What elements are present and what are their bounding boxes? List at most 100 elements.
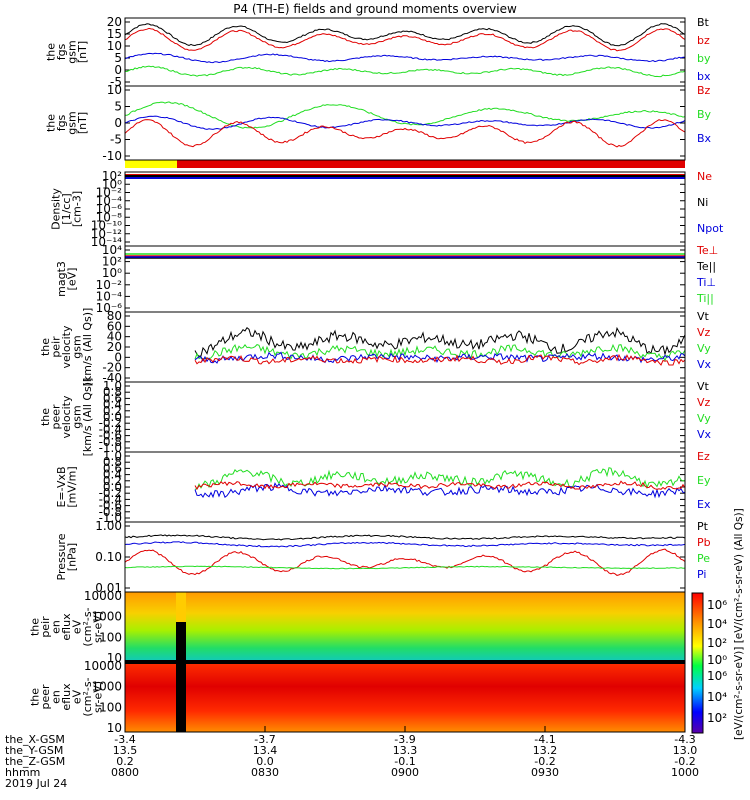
panel-ylabel: [km/s (All Qs)] (81, 308, 94, 387)
ytick-label: -0.6 (99, 499, 122, 513)
footer-value: 13.3 (393, 744, 418, 757)
series-bz-2 (124, 119, 686, 148)
footer-value: 13.4 (253, 744, 278, 757)
ytick-label: 0.6 (103, 391, 122, 405)
legend-ni: Ni (697, 196, 708, 209)
footer-value: 0900 (391, 766, 419, 779)
colorbar-tick: 10⁰ (707, 653, 727, 667)
panel-ylabel: gsm (71, 335, 84, 358)
panel-ylabel: [cm-3] (71, 191, 84, 227)
panel-ylabel: Density (50, 188, 63, 230)
panel-ylabel: [mV/m] (65, 466, 78, 507)
panel-ylabel: en (50, 620, 63, 634)
series-bz (124, 27, 686, 52)
series-bx-2 (124, 115, 686, 130)
ytick-label: 10² (102, 169, 122, 183)
panel-ylabel: eflux (60, 613, 73, 641)
ytick-label: 0 (114, 63, 122, 77)
footer-value: -4.3 (674, 733, 695, 746)
colorbar-tick: 10² (707, 636, 727, 650)
colorbar: 10⁶ 10⁴ 10² 10⁰ 10⁶ 10⁴ 10² [eV/(cm²-s-s… (691, 508, 745, 740)
panel-ylabel: peer (50, 404, 63, 430)
series-ey (194, 467, 686, 490)
footer-value: -0.2 (534, 755, 555, 768)
ytick-label: -0.2 (99, 486, 122, 500)
ytick-label: -1.0 (99, 441, 122, 455)
panel-ylabel: peir (39, 616, 52, 638)
ytick-label: 0.8 (103, 455, 122, 469)
series-ez (194, 480, 686, 490)
ytick-label: 1000 (91, 610, 122, 624)
panel-ylabel: eflux (60, 683, 73, 711)
ytick-label: -40 (102, 371, 122, 385)
panel-ylabel: sr-eV) (92, 611, 105, 643)
series-pe (124, 565, 686, 570)
ytick-label: 10⁻⁴ (96, 194, 123, 208)
figure-title: P4 (TH-E) fields and ground moments over… (233, 2, 517, 16)
ytick-label: 0.0 (103, 410, 122, 424)
panel-ylabel: the (44, 43, 57, 61)
ytick-label: 0.6 (103, 461, 122, 475)
ytick-label: 0.2 (103, 404, 122, 418)
legend-ez: Ez (697, 450, 710, 463)
colorbar-tick: 10² (707, 711, 727, 725)
ytick-label: -0.8 (99, 505, 122, 519)
panel-ylabel: the (39, 338, 52, 356)
footer-label-x: the_X-GSM (5, 733, 65, 746)
series-vz (194, 353, 686, 366)
ytick-label: 10 (107, 83, 122, 97)
legend-vy: Vy (697, 342, 711, 355)
colorbar-tick: 10⁶ (707, 598, 727, 612)
ytick-label: 100 (99, 630, 122, 644)
ytick-label: -0.4 (99, 492, 122, 506)
legend-vz: Vz (697, 396, 711, 409)
series-pt (124, 534, 686, 541)
footer-date: 2019 Jul 24 (5, 777, 67, 790)
legend-npot: Npot (697, 222, 724, 235)
ytick-label: 10 (107, 721, 122, 735)
panel-frame (124, 17, 686, 87)
colorbar-gradient (691, 592, 704, 734)
ytick-label: 15 (107, 27, 122, 41)
ytick-label: 100 (99, 700, 122, 714)
series-vy (194, 343, 686, 362)
ytick-label: 10⁻⁶ (96, 202, 123, 216)
panel-frame (124, 85, 686, 161)
panel-ylabel: magt3 (55, 261, 68, 297)
footer-label-y: the_Y-GSM (5, 744, 63, 757)
ytick-label: 20 (107, 340, 122, 354)
footer-value: 0930 (531, 766, 559, 779)
legend-ti: Ti|| (696, 292, 714, 305)
series-pb (124, 548, 686, 576)
ytick-label: 5 (114, 51, 122, 65)
panel-ylabel: fgs (55, 114, 68, 131)
panel-ylabel: (cm²-s- (81, 677, 94, 716)
ytick-label: 10⁻¹⁰ (91, 219, 122, 233)
legend-bx: Bx (697, 132, 712, 145)
footer: the_X-GSM the_Y-GSM the_Z-GSM hhmm 2019 … (5, 733, 699, 790)
panel-ylabel: [1/cc] (60, 193, 73, 224)
legend-ex: Ex (697, 498, 711, 511)
footer-label-time: hhmm (5, 766, 40, 779)
panel-ylabel: sr-eV) (92, 681, 105, 713)
panel-ylabel: peer (39, 684, 52, 710)
series-bx (124, 52, 686, 64)
ytick-label: 20 (107, 15, 122, 29)
ytick-label: 40 (107, 330, 122, 344)
panel-ylabel: the (44, 114, 57, 132)
panel-ylabel: en (50, 690, 63, 704)
ytick-label: -0.8 (99, 435, 122, 449)
panel-ylabel: Pressure (55, 533, 68, 580)
panel-ylabel: [nT] (76, 112, 89, 134)
footer-value: 0.0 (256, 755, 274, 768)
footer-value: -0.1 (394, 755, 415, 768)
legend-vx: Vx (697, 428, 712, 441)
legend-ti: Ti⊥ (696, 276, 716, 289)
panel-ylabel: gsm (65, 40, 78, 63)
panel-ylabel: [eV] (65, 268, 78, 291)
